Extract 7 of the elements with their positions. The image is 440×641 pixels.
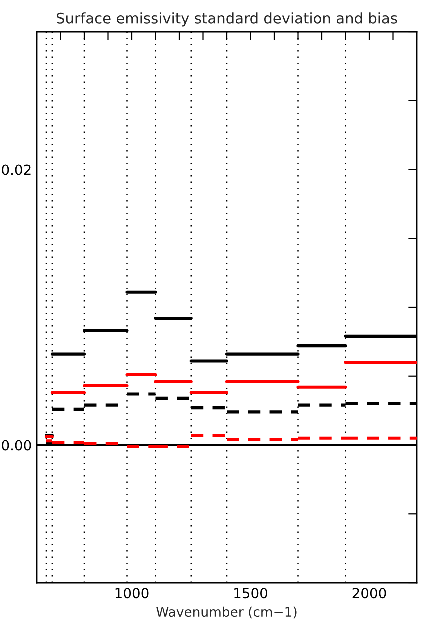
x-tick-label: 1500 xyxy=(234,588,268,599)
y-tick-label: 0.00 xyxy=(2,440,32,451)
chart-title: Surface emissivity standard deviation and bias xyxy=(56,12,398,27)
x-tick-label: 1000 xyxy=(116,588,149,599)
y-tick-label: 0.02 xyxy=(2,164,31,176)
x-axis-title: Wavenumber (cm−1) xyxy=(156,606,297,619)
x-tick-label: 2000 xyxy=(352,588,386,599)
